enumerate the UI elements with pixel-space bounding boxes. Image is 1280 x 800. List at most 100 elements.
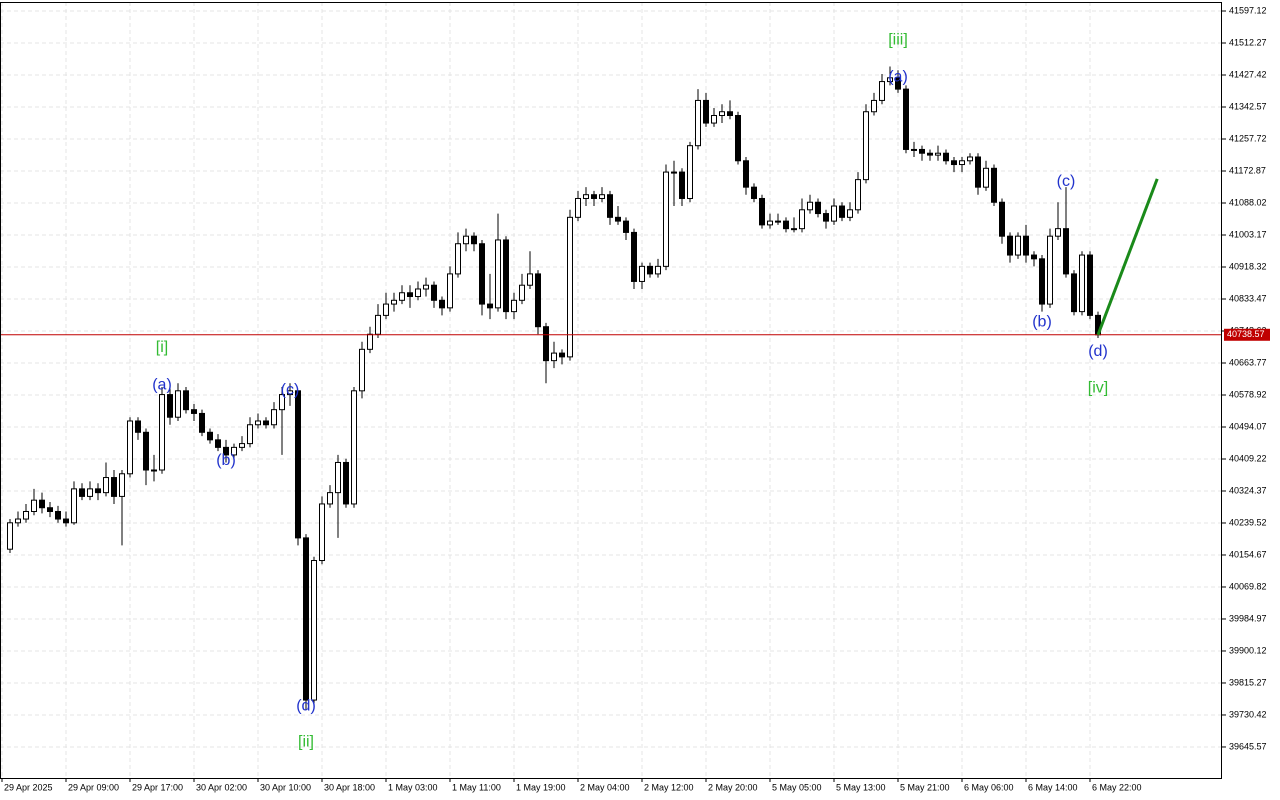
candle-body	[535, 273, 541, 328]
candle-body	[239, 443, 245, 448]
candle-body	[775, 220, 781, 223]
candle-body	[599, 194, 605, 199]
candle-body	[711, 115, 717, 124]
wave-label: (d)	[1088, 343, 1108, 360]
candle-body	[1039, 258, 1045, 305]
y-tick-label: 39645.57	[1229, 741, 1267, 751]
candle-body	[103, 477, 109, 494]
candle-body	[815, 201, 821, 215]
candle-body	[279, 394, 285, 411]
candle-body	[503, 239, 509, 313]
candle-body	[23, 510, 29, 520]
candle-body	[679, 171, 685, 199]
candle-body	[55, 510, 61, 520]
candle-body	[1087, 254, 1093, 316]
candle-body	[359, 348, 365, 392]
x-tick-label: 30 Apr 02:00	[196, 782, 247, 792]
x-tick-label: 30 Apr 18:00	[324, 782, 375, 792]
y-tick-label: 41427.42	[1229, 69, 1267, 79]
candle-body	[1055, 228, 1061, 237]
candle-body	[143, 431, 149, 471]
x-tick-label: 1 May 11:00	[452, 782, 501, 792]
y-tick-label: 41512.27	[1229, 37, 1267, 47]
candle-body	[847, 209, 853, 218]
candle-body	[543, 326, 549, 362]
candle-body	[199, 412, 205, 433]
candle-body	[519, 284, 525, 301]
wave-label: [ii]	[298, 734, 314, 751]
candle-body	[743, 160, 749, 188]
x-tick-label: 2 May 04:00	[580, 782, 630, 792]
candle-body	[583, 194, 589, 199]
price-label-box	[1224, 328, 1270, 341]
candle-body	[31, 499, 37, 512]
candle-body	[719, 111, 725, 117]
x-tick-label: 29 Apr 17:00	[132, 782, 183, 792]
wave-label: (b)	[216, 452, 236, 469]
candle-body	[455, 243, 461, 275]
candle-body	[215, 439, 221, 448]
candle-body	[375, 314, 381, 335]
candle-body	[887, 77, 893, 83]
wave-label: (a)	[152, 376, 172, 393]
x-tick-label: 5 May 21:00	[900, 782, 950, 792]
candle-body	[623, 220, 629, 233]
candle-body	[823, 213, 829, 222]
candle-body	[735, 115, 741, 162]
projection-line	[1096, 178, 1159, 336]
candle-body	[391, 299, 397, 305]
candle-body	[999, 201, 1005, 237]
candle-body	[295, 390, 301, 539]
candle-body	[351, 390, 357, 505]
y-tick-label: 40154.67	[1229, 549, 1267, 559]
price-label: 40738.57	[1227, 329, 1265, 339]
candle-body	[959, 160, 965, 166]
candle-body	[367, 333, 373, 350]
candle-body	[343, 461, 349, 505]
candle-body	[1015, 235, 1021, 256]
wave-label: (d)	[296, 697, 316, 714]
candle-body	[951, 160, 957, 166]
candle-body	[991, 167, 997, 203]
candle-body	[1071, 273, 1077, 313]
candle-body	[511, 299, 517, 313]
candle-body	[559, 352, 565, 358]
candle-body	[39, 499, 45, 509]
candle-body	[967, 156, 973, 162]
candle-body	[863, 111, 869, 181]
x-tick-label: 6 May 14:00	[1028, 782, 1078, 792]
candle-body	[111, 477, 117, 497]
x-tick-label: 1 May 03:00	[388, 782, 438, 792]
candle-body	[647, 265, 653, 275]
wave-label: [iv]	[1088, 379, 1108, 396]
candle-body	[591, 194, 597, 199]
candle-body	[687, 145, 693, 199]
candle-body	[479, 243, 485, 305]
candle-body	[903, 88, 909, 150]
candle-body	[175, 390, 181, 418]
candle-body	[943, 152, 949, 162]
candle-body	[119, 473, 125, 497]
candle-body	[975, 156, 981, 188]
candle-body	[927, 152, 933, 156]
candle-body	[727, 111, 733, 117]
candle-body	[631, 231, 637, 282]
candle-body	[335, 461, 341, 494]
candle-body	[183, 390, 189, 411]
candle-body	[159, 394, 165, 471]
y-tick-label: 41342.57	[1229, 101, 1267, 111]
candle-body	[983, 167, 989, 188]
y-tick-label: 40663.77	[1229, 357, 1267, 367]
candle-body	[663, 171, 669, 267]
candle-body	[399, 292, 405, 301]
wave-label: (b)	[1032, 313, 1052, 330]
candle-body	[639, 265, 645, 282]
candle-body	[79, 488, 85, 497]
candle-body	[319, 503, 325, 562]
candle-body	[1063, 228, 1069, 275]
candle-body	[1023, 235, 1029, 256]
candle-body	[311, 560, 317, 701]
candle-body	[783, 220, 789, 230]
candle-body	[447, 273, 453, 309]
